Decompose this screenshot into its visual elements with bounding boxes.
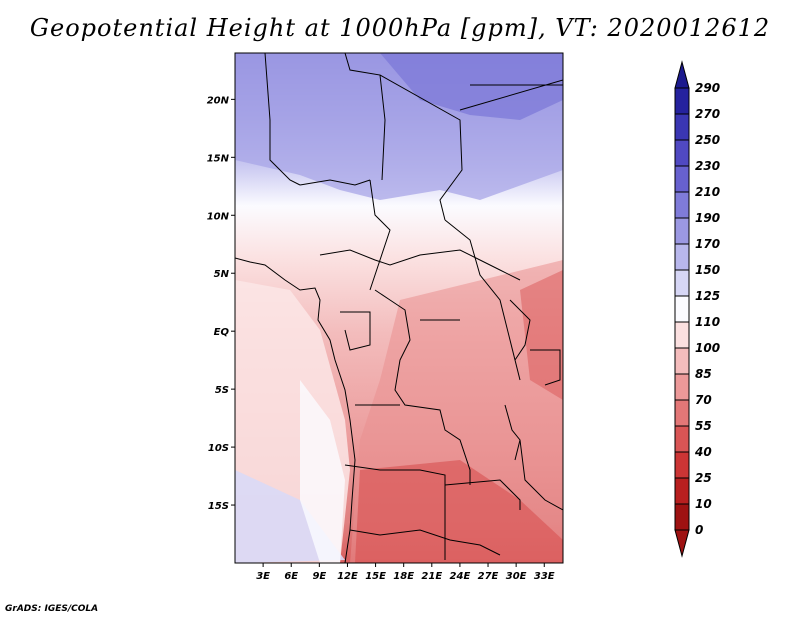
colorbar-swatch xyxy=(674,373,690,401)
colorbar-label: 190 xyxy=(695,211,720,225)
colorbar-swatch xyxy=(674,113,690,141)
lon-label: 15E xyxy=(365,571,386,582)
colorbar-label: 250 xyxy=(695,133,720,147)
lon-label: 24E xyxy=(450,571,471,582)
colorbar-label: 100 xyxy=(695,341,720,355)
colorbar-swatch xyxy=(674,139,690,167)
colorbar-label: 0 xyxy=(695,523,703,537)
lat-label: 15N xyxy=(207,153,230,164)
colorbar-swatch xyxy=(674,425,690,453)
colorbar-label: 70 xyxy=(695,393,712,407)
lon-label: 21E xyxy=(421,571,442,582)
lat-label: 5N xyxy=(214,269,230,280)
colorbar-swatch xyxy=(674,243,690,271)
latitude-axis: 20N 15N 10N 5N EQ 5S 10S 15S xyxy=(207,95,235,512)
lat-label: EQ xyxy=(214,327,230,338)
map-panel xyxy=(235,53,563,563)
southern-low xyxy=(355,460,563,563)
colorbar-label: 110 xyxy=(695,315,720,329)
lon-label: 30E xyxy=(506,571,527,582)
colorbar-swatch xyxy=(674,321,690,349)
ocean-coast-white xyxy=(300,380,345,563)
colorbar-swatch xyxy=(674,477,690,505)
colorbar: 2902702502302101901701501251101008570554… xyxy=(674,60,720,558)
colorbar-label: 230 xyxy=(695,159,720,173)
colorbar-swatch xyxy=(674,347,690,375)
lon-label: 3E xyxy=(256,571,270,582)
colorbar-swatch xyxy=(674,165,690,193)
lon-label: 27E xyxy=(478,571,499,582)
country-borders xyxy=(235,53,563,563)
colorbar-swatch xyxy=(674,191,690,219)
longitude-axis: 3E 6E 9E 12E 15E 18E 21E 24E 27E 30E 33E xyxy=(256,563,555,582)
lon-label: 33E xyxy=(534,571,555,582)
colorbar-label: 170 xyxy=(695,237,720,251)
lat-label: 10S xyxy=(208,443,229,454)
lon-label: 9E xyxy=(312,571,326,582)
sahara-core xyxy=(380,53,563,120)
colorbar-label: 125 xyxy=(695,289,720,303)
colorbar-swatch xyxy=(674,217,690,245)
colorbar-min-arrow xyxy=(674,529,690,558)
colorbar-label: 40 xyxy=(694,445,712,459)
colorbar-swatch xyxy=(674,399,690,427)
colorbar-label: 55 xyxy=(695,419,712,433)
colorbar-label: 85 xyxy=(695,367,712,381)
colorbar-swatch xyxy=(674,503,690,531)
lat-label: 15S xyxy=(208,501,229,512)
colorbar-swatch xyxy=(674,451,690,479)
east-african-low xyxy=(520,270,563,400)
lat-label: 5S xyxy=(215,385,229,396)
lon-label: 6E xyxy=(284,571,298,582)
colorbar-label: 210 xyxy=(695,185,720,199)
colorbar-label: 290 xyxy=(695,81,720,95)
colorbar-label: 150 xyxy=(695,263,720,277)
map-title: Geopotential Height at 1000hPa [gpm], VT… xyxy=(29,14,771,42)
colorbar-swatch xyxy=(674,87,690,115)
colorbar-swatch xyxy=(674,295,690,323)
colorbar-label: 25 xyxy=(695,471,712,485)
lat-label: 10N xyxy=(207,211,230,222)
colorbar-label: 270 xyxy=(695,107,720,121)
lon-label: 12E xyxy=(337,571,358,582)
map-frame xyxy=(234,52,564,564)
grads-credit: GrADS: IGES/COLA xyxy=(5,604,99,614)
colorbar-max-arrow xyxy=(674,60,690,89)
colorbar-swatch xyxy=(674,269,690,297)
lat-label: 20N xyxy=(207,95,230,106)
colorbar-label: 10 xyxy=(695,497,712,511)
lon-label: 18E xyxy=(393,571,414,582)
